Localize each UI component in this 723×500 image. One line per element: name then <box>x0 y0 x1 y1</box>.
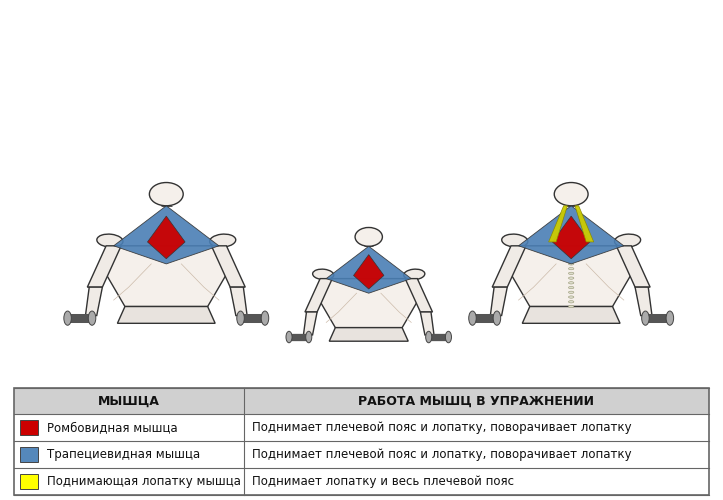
Bar <box>14 441 709 468</box>
Bar <box>14 468 709 495</box>
Ellipse shape <box>97 234 123 247</box>
Ellipse shape <box>568 306 574 308</box>
Circle shape <box>355 228 382 246</box>
Text: Поднимает плечевой пояс и лопатку, поворачивает лопатку: Поднимает плечевой пояс и лопатку, повор… <box>252 422 632 434</box>
Polygon shape <box>511 246 631 306</box>
Ellipse shape <box>88 311 95 326</box>
Polygon shape <box>326 246 411 293</box>
Polygon shape <box>106 246 226 306</box>
Polygon shape <box>304 312 317 335</box>
Ellipse shape <box>568 262 574 265</box>
Text: Поднимает лопатку и весь плечевой пояс: Поднимает лопатку и весь плечевой пояс <box>252 475 514 488</box>
Ellipse shape <box>403 269 425 280</box>
Polygon shape <box>87 246 121 287</box>
Ellipse shape <box>426 332 432 343</box>
Polygon shape <box>522 306 620 324</box>
Bar <box>20 448 38 462</box>
Polygon shape <box>147 216 185 258</box>
Ellipse shape <box>568 291 574 294</box>
Bar <box>14 414 709 441</box>
Text: Трапециевидная мышца: Трапециевидная мышца <box>47 448 200 461</box>
Ellipse shape <box>502 234 528 247</box>
Ellipse shape <box>306 332 312 343</box>
Ellipse shape <box>615 234 641 247</box>
Ellipse shape <box>642 311 649 326</box>
Polygon shape <box>549 206 568 242</box>
Polygon shape <box>420 312 434 335</box>
Polygon shape <box>329 328 408 341</box>
Text: РАБОТА МЫШЦ В УПРАЖНЕНИИ: РАБОТА МЫШЦ В УПРАЖНЕНИИ <box>358 394 594 407</box>
Ellipse shape <box>568 272 574 274</box>
Ellipse shape <box>568 300 574 303</box>
Bar <box>20 474 38 489</box>
Ellipse shape <box>568 296 574 298</box>
Ellipse shape <box>312 269 334 280</box>
Circle shape <box>555 182 588 206</box>
Text: Поднимающая лопатку мышца: Поднимающая лопатку мышца <box>47 475 241 488</box>
Ellipse shape <box>666 311 674 326</box>
Polygon shape <box>405 278 432 312</box>
Polygon shape <box>552 216 590 258</box>
Text: Ромбовидная мышца: Ромбовидная мышца <box>47 422 178 434</box>
Polygon shape <box>635 287 652 316</box>
Text: МЫШЦА: МЫШЦА <box>98 394 160 407</box>
Ellipse shape <box>493 311 500 326</box>
Text: Поднимает плечевой пояс и лопатку, поворачивает лопатку: Поднимает плечевой пояс и лопатку, повор… <box>252 448 632 461</box>
Polygon shape <box>211 246 245 287</box>
Polygon shape <box>117 306 215 324</box>
Bar <box>20 420 38 435</box>
Ellipse shape <box>210 234 236 247</box>
Polygon shape <box>490 287 508 316</box>
Ellipse shape <box>469 311 476 326</box>
Ellipse shape <box>261 311 269 326</box>
Ellipse shape <box>568 268 574 270</box>
Ellipse shape <box>568 282 574 284</box>
Polygon shape <box>230 287 247 316</box>
Ellipse shape <box>568 277 574 280</box>
Ellipse shape <box>568 286 574 288</box>
Bar <box>14 388 709 495</box>
Polygon shape <box>354 254 384 289</box>
Ellipse shape <box>286 332 292 343</box>
Polygon shape <box>492 246 526 287</box>
Ellipse shape <box>236 311 244 326</box>
Ellipse shape <box>445 332 451 343</box>
Bar <box>14 388 709 414</box>
Polygon shape <box>518 206 624 264</box>
Polygon shape <box>85 287 103 316</box>
Polygon shape <box>114 206 219 264</box>
Ellipse shape <box>64 311 72 326</box>
Polygon shape <box>616 246 650 287</box>
Circle shape <box>150 182 183 206</box>
Polygon shape <box>305 278 333 312</box>
Polygon shape <box>575 206 594 242</box>
Polygon shape <box>320 278 417 328</box>
